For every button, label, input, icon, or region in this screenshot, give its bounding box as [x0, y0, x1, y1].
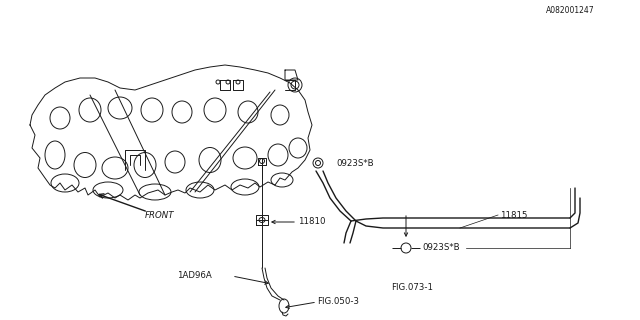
Text: FIG.050-3: FIG.050-3 — [317, 298, 359, 307]
Text: 0923S*B: 0923S*B — [336, 158, 374, 167]
Text: A082001247: A082001247 — [547, 6, 595, 15]
Text: 1AD96A: 1AD96A — [177, 271, 212, 281]
Text: FIG.073-1: FIG.073-1 — [391, 284, 433, 292]
Text: 11815: 11815 — [500, 211, 527, 220]
Text: 11810: 11810 — [298, 218, 326, 227]
Text: FRONT: FRONT — [145, 211, 175, 220]
Text: 0923S*B: 0923S*B — [422, 244, 460, 252]
